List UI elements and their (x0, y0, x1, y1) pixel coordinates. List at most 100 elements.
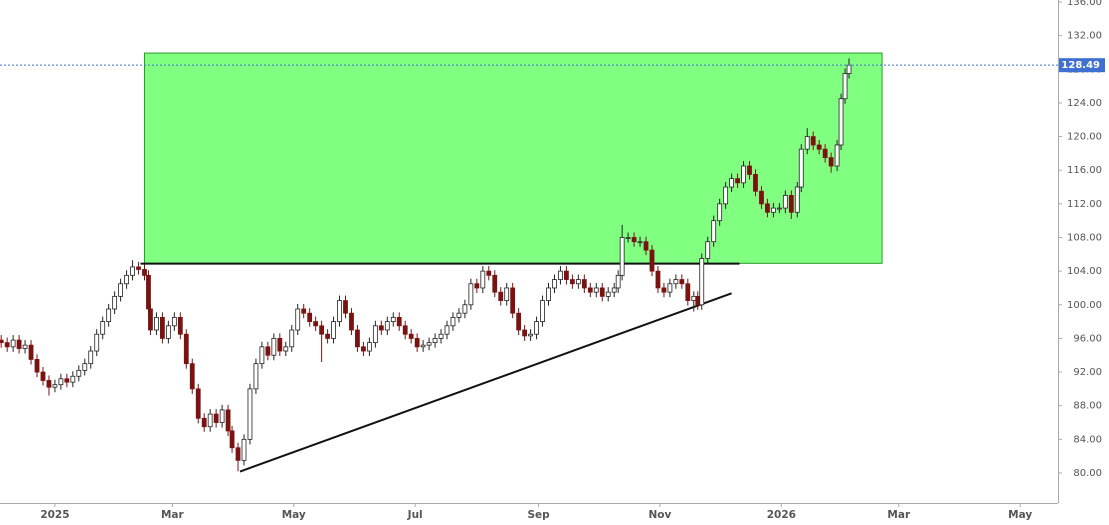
candle-body (325, 333, 330, 339)
candle-body (822, 148, 828, 159)
candle-body (528, 333, 533, 337)
candle-body (605, 291, 611, 297)
candle-body (4, 342, 10, 348)
candle-body (366, 342, 372, 352)
candle-body (0, 339, 4, 344)
candle-body (828, 157, 834, 167)
candle-body (130, 266, 135, 276)
candle-body (552, 279, 557, 289)
y-tick-label: 100.00 (1067, 300, 1102, 311)
candle-body (183, 333, 189, 365)
candle-body (337, 300, 342, 322)
candle-body (22, 344, 28, 349)
candle-body (40, 371, 46, 381)
x-tick-label: 2026 (767, 509, 796, 521)
candle-body (615, 274, 621, 289)
candle-body (225, 409, 231, 432)
candle-body (307, 312, 313, 322)
candle-body (486, 270, 492, 276)
candle-body (770, 207, 776, 213)
candle-body (834, 144, 840, 167)
candle-body (735, 178, 740, 184)
candle-body (88, 350, 94, 365)
candle-body (148, 308, 153, 331)
candle-body (685, 283, 691, 301)
candle-body (776, 207, 782, 210)
y-tick-label: 116.00 (1067, 165, 1102, 176)
candle-body (34, 359, 40, 373)
candle-body (28, 344, 34, 360)
candle-body (343, 300, 348, 314)
candle-body (593, 287, 599, 293)
candle-body (396, 316, 402, 327)
candle-body (711, 220, 717, 243)
candle-body (788, 195, 794, 213)
candle-body (64, 378, 70, 383)
last-price-label: 128.49 (1061, 60, 1100, 71)
candle-body (58, 378, 64, 386)
candle-body (655, 270, 661, 289)
candle-body (838, 98, 844, 146)
candle-body (372, 325, 378, 344)
y-tick-label: 120.00 (1067, 132, 1102, 143)
candle-body (540, 300, 545, 322)
candle-body (798, 148, 804, 188)
candle-body (804, 136, 810, 150)
candle-body (846, 64, 852, 74)
candle-body (259, 346, 265, 365)
candle-body (432, 338, 438, 344)
x-tick-label: Mar (887, 509, 911, 521)
candle-body (70, 375, 76, 383)
candle-body (229, 430, 235, 449)
candle-body (100, 321, 106, 335)
candle-body (510, 287, 516, 314)
candle-body (207, 413, 213, 428)
x-tick-label: 2025 (40, 509, 69, 521)
candle-body (142, 269, 147, 276)
candle-body (575, 279, 581, 285)
x-tick-label: Mar (161, 509, 185, 521)
y-tick-label: 136.00 (1067, 0, 1102, 8)
candle-body (759, 190, 764, 205)
candle-body (741, 165, 746, 184)
x-tick-label: Sep (527, 509, 550, 521)
candle-body (213, 413, 219, 423)
y-tick-label: 108.00 (1067, 232, 1102, 243)
candle-body (355, 329, 360, 348)
candle-body (581, 279, 587, 289)
candle-body (171, 316, 177, 327)
candle-body (444, 325, 450, 335)
candle-body (661, 287, 667, 293)
candle-body (673, 279, 679, 285)
candle-body (480, 270, 486, 289)
candle-body (201, 417, 207, 428)
candle-body (794, 186, 800, 213)
candle-body (679, 279, 685, 285)
candle-body (361, 346, 366, 352)
candle-body (753, 174, 758, 192)
candle-body (564, 270, 569, 280)
candle-body (390, 316, 396, 322)
candle-body (504, 287, 510, 301)
candle-body (277, 338, 283, 352)
y-tick-label: 132.00 (1067, 31, 1102, 42)
candle-body (247, 388, 253, 440)
y-tick-label: 112.00 (1067, 199, 1102, 210)
x-tick-label: May (1008, 509, 1032, 521)
candle-body (810, 136, 816, 146)
y-tick-label: 92.00 (1073, 367, 1102, 378)
candle-body (349, 312, 354, 331)
candle-body (498, 291, 504, 301)
target-zone (143, 52, 883, 264)
candle-body (402, 325, 408, 335)
candle-body (10, 339, 16, 348)
candle-body (426, 342, 432, 346)
candle-body (747, 165, 752, 175)
x-tick-label: May (282, 509, 306, 521)
candle-body (235, 447, 241, 461)
candle-body (450, 316, 456, 327)
candle-body (408, 333, 414, 339)
candle-body (558, 270, 563, 280)
candle-body (46, 380, 52, 388)
